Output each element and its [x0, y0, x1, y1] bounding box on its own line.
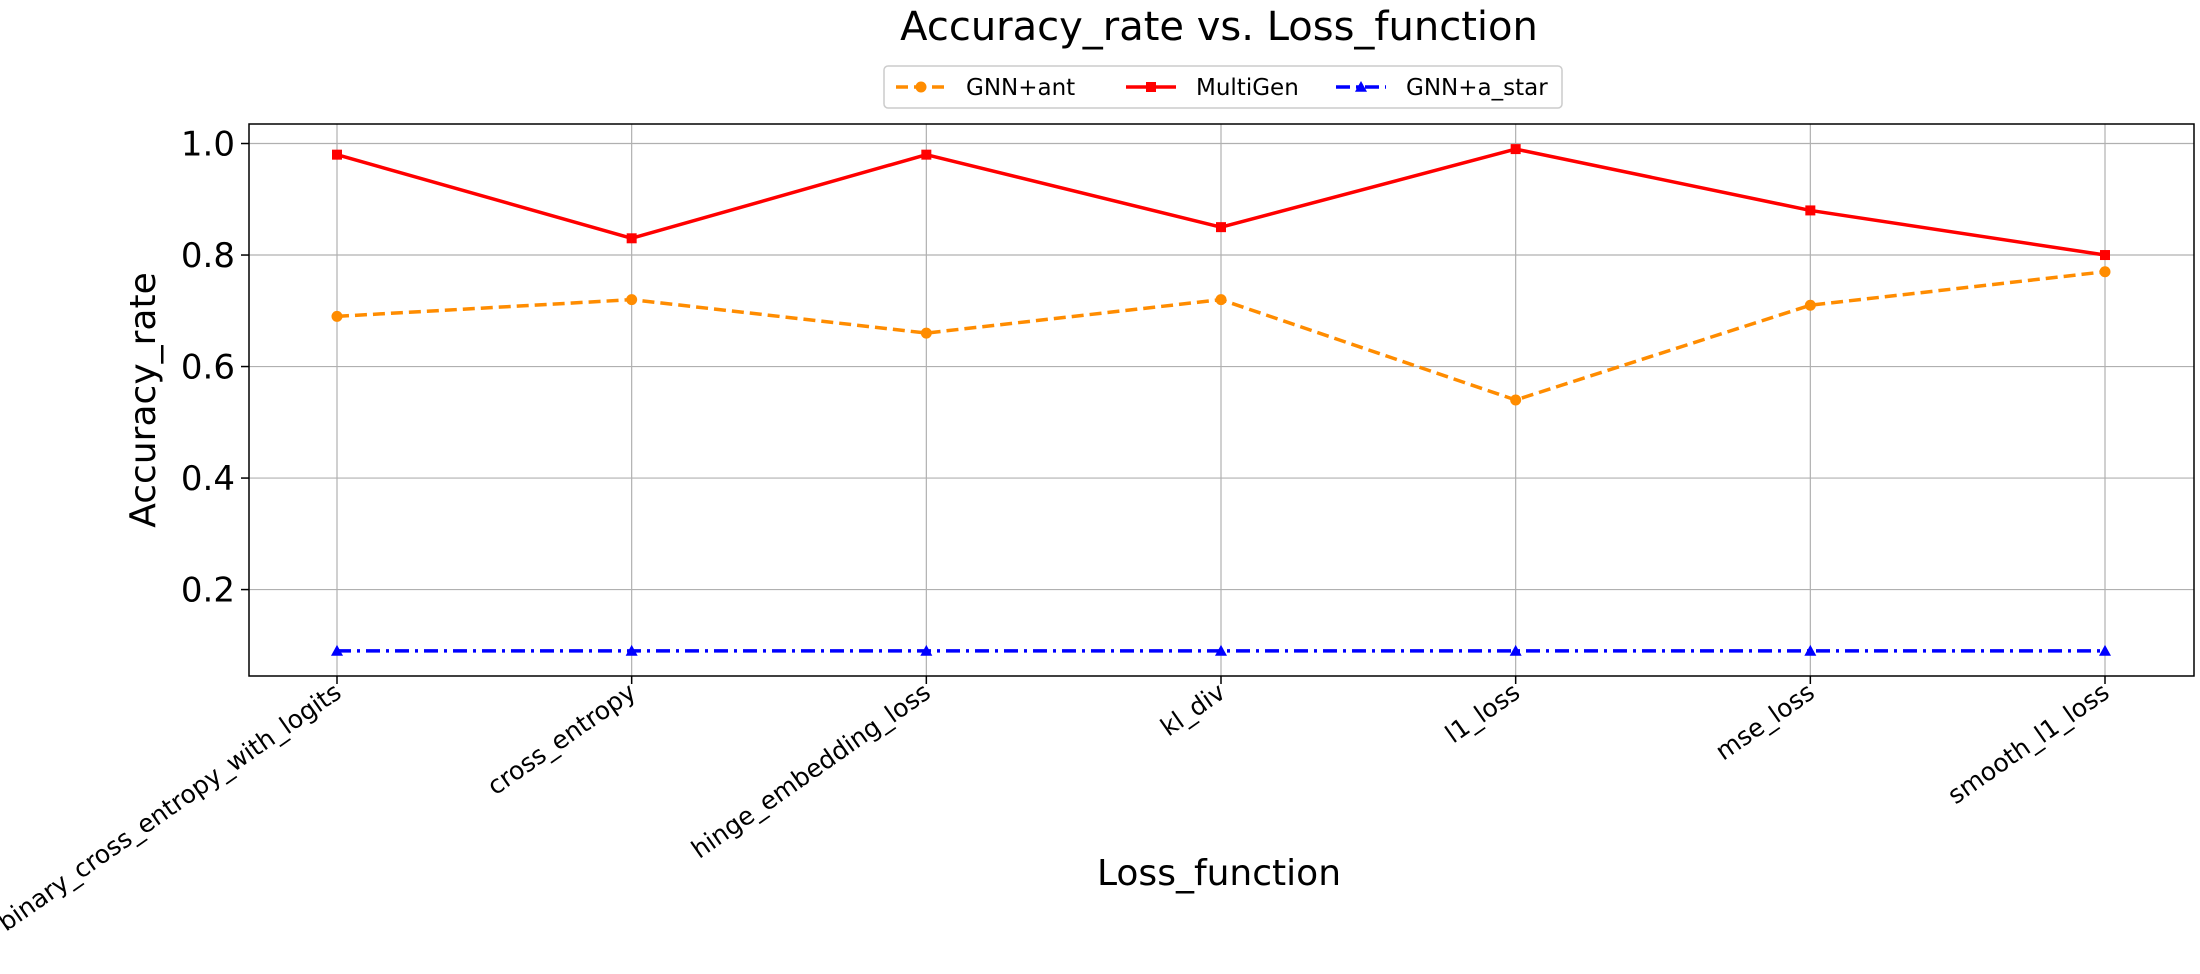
y-tick-label: 0.8: [181, 236, 235, 276]
series-gnn-a-star: [331, 644, 2111, 656]
legend-label: GNN+ant: [966, 75, 1075, 101]
data-point: [1804, 644, 1817, 656]
data-point: [626, 294, 638, 306]
data-point: [1510, 144, 1521, 155]
data-point: [331, 644, 343, 656]
y-tick-label: 1.0: [181, 125, 235, 165]
series-gnn-ant: [331, 266, 2111, 406]
y-axis: 0.2 0.4 0.6 0.8 1.0: [181, 125, 249, 611]
data-point: [1510, 394, 1522, 406]
x-axis-label: Loss_function: [1097, 853, 1341, 894]
x-tick-label: binary_cross_entropy_with_logits: [0, 677, 346, 937]
legend: GNN+ant MultiGen GNN+a_star: [883, 65, 1563, 109]
data-point: [1509, 644, 1522, 656]
data-point: [915, 81, 927, 93]
grid: [249, 124, 2194, 676]
x-tick-label: l1_loss: [1440, 677, 1525, 749]
legend-frame: [883, 65, 1563, 109]
data-point: [626, 233, 637, 244]
data-point: [1355, 81, 1367, 92]
y-tick-label: 0.6: [181, 348, 235, 388]
x-tick-label: smooth_l1_loss: [1942, 677, 2114, 810]
legend-label: GNN+a_star: [1406, 75, 1548, 101]
data-point: [331, 310, 343, 322]
y-tick-label: 0.4: [181, 459, 235, 499]
x-tick-label: mse_loss: [1710, 677, 1820, 766]
x-tick-label: cross_entropy: [482, 677, 641, 801]
data-point: [920, 327, 932, 339]
data-point: [921, 149, 932, 160]
series-multigen: [332, 144, 2110, 261]
data-point: [1804, 299, 1816, 311]
chart-title: Accuracy_rate vs. Loss_function: [900, 4, 1538, 50]
data-point: [2099, 644, 2111, 656]
y-axis-label: Accuracy_rate: [123, 272, 164, 527]
series-layer: [331, 144, 2111, 656]
data-point: [332, 149, 342, 160]
data-point: [1215, 294, 1227, 306]
data-point: [2100, 250, 2110, 261]
x-tick-label: kl_div: [1155, 677, 1230, 742]
data-point: [1216, 222, 1226, 233]
data-point: [2099, 266, 2111, 278]
data-point: [1805, 205, 1816, 216]
data-point: [625, 644, 638, 656]
data-point: [1146, 82, 1156, 92]
legend-label: MultiGen: [1196, 75, 1299, 101]
y-tick-label: 0.2: [181, 571, 235, 611]
data-point: [920, 644, 933, 656]
data-point: [1215, 644, 1227, 656]
x-tick-label: hinge_embedding_loss: [686, 677, 936, 864]
x-axis: binary_cross_entropy_with_logits cross_en…: [0, 676, 2114, 937]
